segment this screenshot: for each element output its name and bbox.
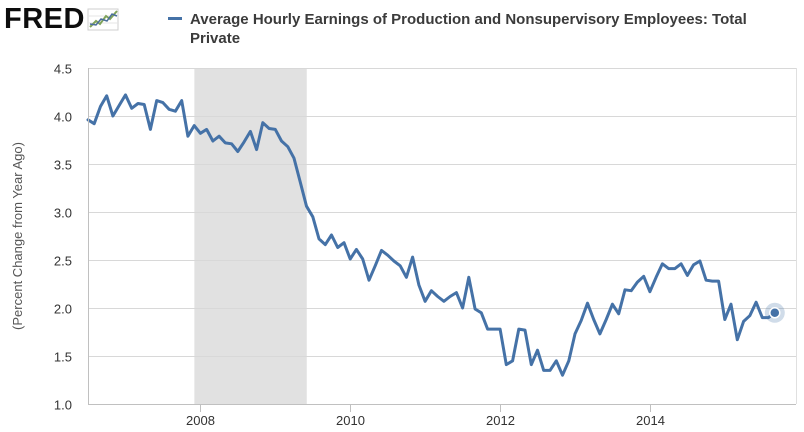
legend-swatch xyxy=(168,17,182,20)
legend-label: Average Hourly Earnings of Production an… xyxy=(190,11,747,47)
y-tick-label: 4.0 xyxy=(54,110,72,125)
last-point-marker[interactable] xyxy=(769,307,781,319)
y-tick-label: 3.5 xyxy=(54,158,72,173)
fred-logo[interactable]: FRED xyxy=(4,4,121,34)
series-line[interactable] xyxy=(86,93,777,377)
recession-shading-band xyxy=(194,68,307,404)
x-tick-label: 2010 xyxy=(336,413,365,428)
x-tick-label: 2008 xyxy=(186,413,215,428)
x-tick-label: 2012 xyxy=(486,413,515,428)
y-axis-title: (Percent Change from Year Ago) xyxy=(10,142,25,330)
y-tick-label: 1.0 xyxy=(54,398,72,413)
y-tick-label: 4.5 xyxy=(54,62,72,77)
y-tick-label: 2.0 xyxy=(54,302,72,317)
chart-header: FRED Average Hourly Earnings of Producti… xyxy=(0,0,804,60)
y-tick-label: 1.5 xyxy=(54,350,72,365)
fred-logo-text: FRED xyxy=(4,3,85,35)
y-tick-label: 2.5 xyxy=(54,254,72,269)
x-tick-label: 2014 xyxy=(636,413,665,428)
fred-chart-logo-icon xyxy=(87,8,119,31)
y-tick-label: 3.0 xyxy=(54,206,72,221)
